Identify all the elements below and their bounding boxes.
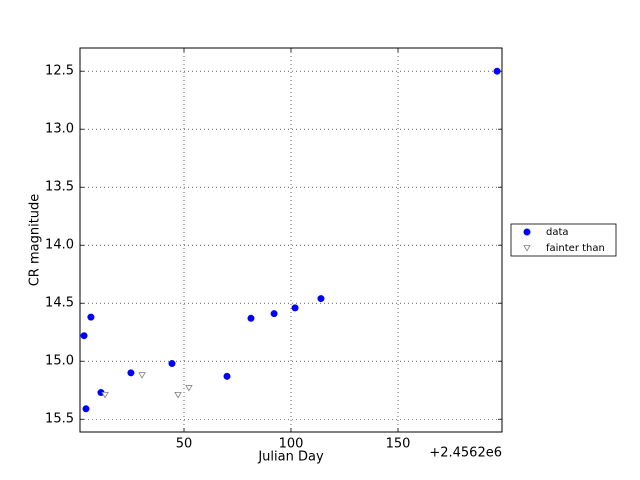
y-axis-label: CR magnitude	[28, 194, 43, 287]
x-tick-label: 100	[279, 437, 304, 452]
data-point	[185, 385, 193, 392]
y-tick-label: 12.5	[45, 64, 74, 79]
y-tick-label: 15.5	[45, 412, 74, 427]
x-tick-label: 50	[176, 437, 193, 452]
legend-label: fainter than	[546, 243, 605, 254]
data-point	[87, 313, 95, 321]
data-point	[270, 310, 278, 318]
y-tick-label: 14.5	[45, 296, 74, 311]
data-point	[127, 369, 135, 377]
y-tick-label: 13.0	[45, 122, 74, 137]
data-point	[82, 405, 90, 413]
plot-frame	[79, 47, 503, 433]
x-offset-label: +2.4562e6	[429, 446, 502, 461]
data-point	[493, 67, 501, 75]
data-point	[101, 391, 109, 399]
legend-marker	[523, 228, 531, 236]
legend-label: data	[546, 227, 569, 238]
y-tick-label: 13.5	[45, 180, 74, 195]
y-tick-label: 15.0	[45, 354, 74, 369]
legend-marker	[523, 245, 531, 252]
data-point	[247, 314, 255, 322]
x-tick-label: 150	[386, 437, 411, 452]
data-point	[223, 372, 231, 380]
data-point	[168, 360, 176, 368]
x-axis-label: Julian Day	[257, 450, 324, 465]
y-tick-label: 14.0	[45, 238, 74, 253]
data-point	[174, 391, 182, 399]
data-point	[138, 372, 146, 379]
data-point	[80, 332, 88, 340]
data-point	[291, 304, 299, 312]
data-point	[317, 295, 325, 303]
